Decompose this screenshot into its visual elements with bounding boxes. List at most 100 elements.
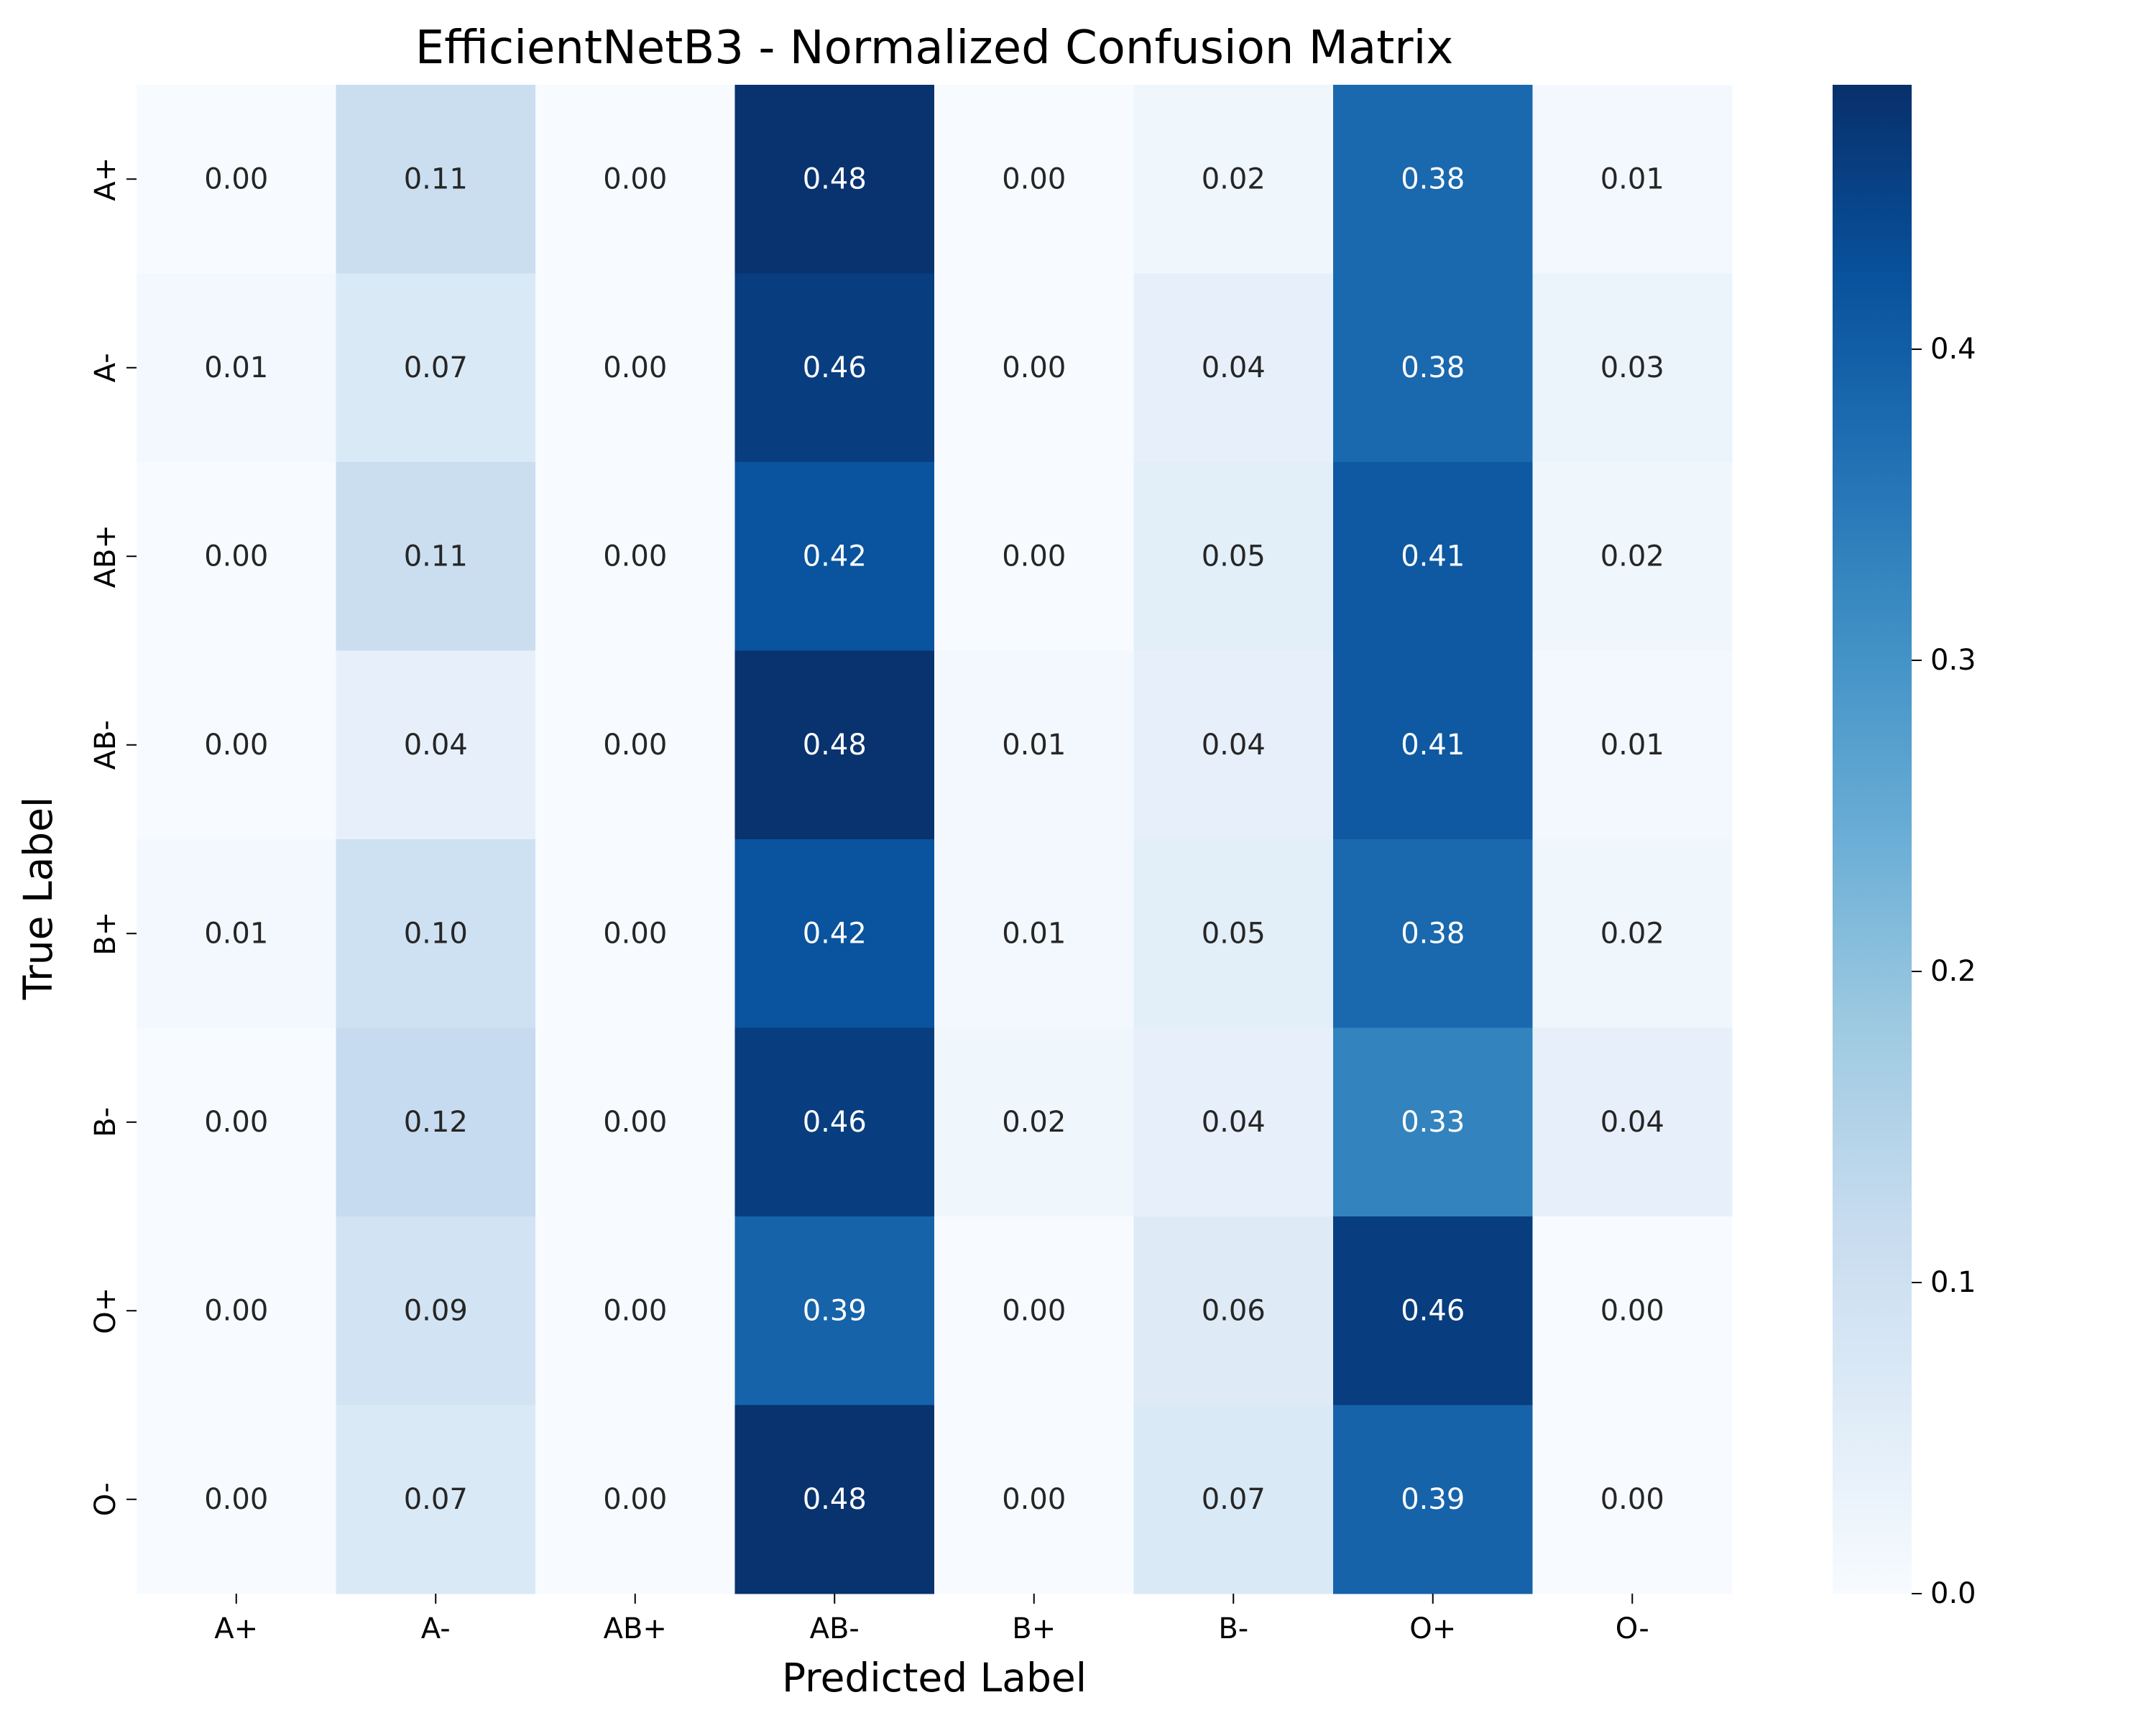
cell-value-label: 0.00	[204, 162, 268, 195]
cell-value-label: 0.00	[603, 729, 667, 762]
colorbar-tick-label: 0.1	[1930, 1266, 1976, 1299]
cell-value-label: 0.07	[404, 351, 468, 384]
y-tick-label: AB-	[89, 720, 122, 770]
cell-value-label: 0.02	[1202, 162, 1266, 195]
colorbar-ticks: 0.0 0.1 0.2 0.3 0.4	[1912, 333, 1976, 1610]
heatmap-cell	[734, 1027, 935, 1217]
cell-value-label: 0.00	[603, 1294, 667, 1327]
colorbar-tick-label: 0.0	[1930, 1577, 1976, 1610]
cell-value-label: 0.09	[404, 1294, 468, 1327]
cell-value-label: 0.00	[204, 540, 268, 573]
heatmap-cell	[137, 650, 336, 840]
cell-value-label: 0.42	[803, 917, 867, 950]
heatmap-cell	[1133, 1216, 1334, 1405]
heatmap-cell	[1333, 462, 1533, 651]
heatmap-cell	[535, 85, 735, 274]
cell-value-label: 0.00	[1002, 1483, 1066, 1516]
heatmap-cell	[1133, 650, 1334, 840]
cell-value-label: 0.00	[603, 162, 667, 195]
cell-value-label: 0.04	[1202, 729, 1266, 762]
cell-value-label: 0.07	[404, 1483, 468, 1516]
y-tick-label: B+	[89, 912, 122, 956]
heatmap-cell	[1532, 85, 1733, 274]
heatmap-cell	[1333, 1216, 1533, 1405]
cell-value-label: 0.07	[1202, 1483, 1266, 1516]
cell-value-label: 0.03	[1600, 351, 1664, 384]
cell-value-label: 0.12	[404, 1106, 468, 1139]
cell-value-label: 0.01	[1002, 917, 1066, 950]
cell-value-label: 0.02	[1002, 1106, 1066, 1139]
heatmap-cell	[934, 462, 1134, 651]
cell-value-label: 0.00	[1600, 1294, 1664, 1327]
colorbar-tick-label: 0.2	[1930, 955, 1976, 988]
cell-value-label: 0.46	[803, 1106, 867, 1139]
cell-value-label: 0.01	[1600, 729, 1664, 762]
cell-value-label: 0.39	[803, 1294, 867, 1327]
cell-value-label: 0.39	[1401, 1483, 1465, 1516]
heatmap-cell	[1333, 1405, 1533, 1594]
heatmap-cell	[734, 839, 935, 1028]
cell-value-label: 0.01	[1600, 162, 1664, 195]
heatmap-cell	[734, 650, 935, 840]
cell-value-label: 0.00	[1600, 1483, 1664, 1516]
heatmap-cell	[1333, 839, 1533, 1028]
heatmap-cell	[934, 839, 1134, 1028]
heatmap-cell	[1532, 839, 1733, 1028]
heatmap-cell	[934, 273, 1134, 463]
cell-labels: 0.00 0.11 0.00 0.48 0.00 0.02 0.38 0.01 0.01 0.07…	[204, 162, 1664, 1516]
x-tick-label: AB+	[604, 1612, 667, 1645]
cell-value-label: 0.06	[1202, 1294, 1266, 1327]
heatmap-cell	[336, 839, 536, 1028]
heatmap-cell	[1333, 85, 1533, 274]
x-axis-ticks: A+ A- AB+ AB- B+ B- O+ O-	[214, 1594, 1649, 1645]
cell-value-label: 0.00	[1002, 162, 1066, 195]
cell-value-label: 0.00	[204, 1294, 268, 1327]
cell-value-label: 0.46	[1401, 1294, 1465, 1327]
y-tick-label: O+	[89, 1288, 122, 1334]
heatmap-cell	[934, 1216, 1134, 1405]
heatmap-cell	[1133, 85, 1334, 274]
heatmap-cell	[1133, 1027, 1334, 1217]
heatmap-cell	[1333, 273, 1533, 463]
x-tick-label: O+	[1409, 1612, 1456, 1645]
x-axis-label: Predicted Label	[782, 1655, 1087, 1701]
heatmap-cell	[336, 1027, 536, 1217]
cell-value-label: 0.42	[803, 540, 867, 573]
x-tick-label: AB-	[810, 1612, 860, 1645]
cell-value-label: 0.00	[603, 1106, 667, 1139]
cell-value-label: 0.48	[803, 1483, 867, 1516]
heatmap-cell	[137, 85, 336, 274]
colorbar	[1833, 85, 1912, 1594]
heatmap-cell	[535, 273, 735, 463]
heatmap-cell	[934, 1405, 1134, 1594]
heatmap-cell	[1333, 650, 1533, 840]
heatmap-cell	[734, 462, 935, 651]
cell-value-label: 0.00	[1002, 540, 1066, 573]
cell-value-label: 0.00	[603, 351, 667, 384]
colorbar-tick-label: 0.3	[1930, 644, 1976, 677]
heatmap-cell	[336, 1216, 536, 1405]
cell-value-label: 0.02	[1600, 917, 1664, 950]
heatmap-cell	[1532, 650, 1733, 840]
cell-value-label: 0.01	[204, 351, 268, 384]
cell-value-label: 0.00	[1002, 1294, 1066, 1327]
heatmap-cell	[1532, 462, 1733, 651]
heatmap-cell	[1133, 462, 1334, 651]
x-tick-label: A+	[214, 1612, 258, 1645]
cell-value-label: 0.00	[204, 1106, 268, 1139]
heatmap-cell	[336, 273, 536, 463]
x-tick-label: A-	[421, 1612, 451, 1645]
y-tick-label: B-	[89, 1107, 122, 1137]
heatmap-cell	[734, 85, 935, 274]
cell-value-label: 0.11	[404, 540, 468, 573]
cell-value-label: 0.46	[803, 351, 867, 384]
heatmap-cell	[734, 1405, 935, 1594]
heatmap-cell	[1333, 1027, 1533, 1217]
y-tick-label: A-	[89, 353, 122, 382]
heatmap-cell	[1532, 1027, 1733, 1217]
heatmap-cell	[734, 1216, 935, 1405]
cell-value-label: 0.38	[1401, 351, 1465, 384]
heatmap-cell	[535, 1027, 735, 1217]
cell-value-label: 0.00	[603, 917, 667, 950]
